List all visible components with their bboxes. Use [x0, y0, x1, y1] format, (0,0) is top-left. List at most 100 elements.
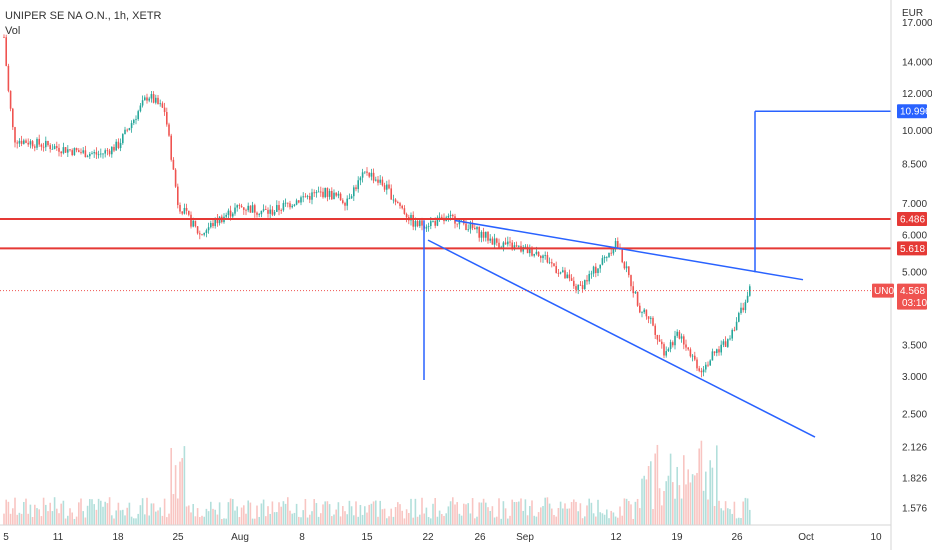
- candle-body: [667, 349, 670, 352]
- y-tick-label: 3.500: [902, 341, 927, 352]
- volume-bar: [553, 514, 555, 525]
- volume-bar: [36, 508, 38, 525]
- volume-bar: [676, 466, 678, 525]
- symbol-tag: [872, 283, 894, 298]
- candle-body: [630, 275, 632, 287]
- volume-bar: [119, 510, 122, 525]
- candle-body: [564, 270, 566, 279]
- candle-body: [271, 209, 274, 215]
- candle-body: [62, 147, 65, 154]
- candle-body: [240, 205, 243, 208]
- candle-body: [513, 245, 516, 250]
- candle-body: [5, 37, 7, 66]
- candle-body: [449, 214, 452, 216]
- volume-bar: [727, 508, 729, 525]
- volume-bar: [452, 497, 454, 525]
- candle-body: [401, 205, 403, 209]
- candle-body: [9, 90, 12, 109]
- volume-bar: [320, 513, 322, 525]
- candle-body: [597, 268, 599, 273]
- volume-bar: [581, 518, 584, 525]
- volume-bar: [388, 516, 390, 525]
- volume-bar: [603, 514, 606, 525]
- volume-bar: [441, 514, 443, 525]
- volume-bar: [720, 508, 722, 525]
- volume-bar: [416, 516, 419, 525]
- candle-body: [678, 331, 681, 339]
- candle-body: [502, 242, 505, 248]
- candle-body: [185, 207, 188, 211]
- volume-bar: [713, 505, 716, 525]
- volume-bar: [361, 514, 364, 525]
- candle-body: [293, 204, 296, 206]
- candle-body: [696, 359, 698, 369]
- volume-bar: [353, 515, 355, 525]
- candle-body: [106, 150, 109, 152]
- volume-bar: [414, 498, 417, 525]
- candle-body: [650, 317, 652, 319]
- volume-bar: [529, 506, 531, 525]
- candle-body: [82, 150, 84, 153]
- volume-bar: [504, 508, 507, 525]
- volume-bar: [159, 507, 161, 525]
- candle-body: [586, 280, 588, 282]
- candle-body: [421, 220, 423, 226]
- candle-body: [471, 223, 474, 228]
- candle-body: [430, 221, 432, 227]
- candle-body: [663, 344, 665, 356]
- candle-body: [507, 241, 509, 245]
- volume-bar: [366, 512, 368, 525]
- candle-body: [713, 351, 716, 354]
- volume-bar: [711, 467, 714, 525]
- volume-bar: [619, 506, 621, 525]
- candle-body: [168, 124, 170, 136]
- volume-bar: [722, 510, 725, 525]
- volume-bar: [344, 511, 346, 525]
- volume-bar: [535, 516, 538, 525]
- volume-bar: [513, 501, 516, 525]
- volume-bar: [474, 518, 476, 525]
- x-tick-label: 18: [112, 532, 124, 543]
- volume-bar: [141, 498, 144, 525]
- candle-body: [269, 209, 271, 214]
- x-tick-label: Aug: [231, 532, 249, 543]
- candle-body: [108, 150, 111, 155]
- candle-body: [152, 94, 155, 103]
- volume-bar: [207, 511, 210, 525]
- candle-body: [749, 286, 751, 296]
- candle-body: [309, 196, 311, 200]
- volume-bar: [280, 506, 282, 525]
- volume-bar: [368, 504, 370, 525]
- candle-body: [311, 192, 313, 200]
- candle-body: [628, 266, 630, 276]
- candle-body: [625, 266, 628, 269]
- candle-body: [647, 316, 650, 319]
- volume-bar: [73, 518, 76, 525]
- volume-bar: [454, 504, 456, 525]
- volume-bar: [298, 516, 300, 525]
- volume-bar: [7, 501, 10, 525]
- candle-body: [117, 141, 120, 149]
- volume-bar: [254, 518, 256, 525]
- candle-body: [243, 207, 245, 210]
- volume-bar: [128, 502, 131, 525]
- volume-bar: [95, 509, 98, 525]
- candle-body: [617, 241, 619, 249]
- x-tick-label: 10: [870, 532, 882, 543]
- candle-body: [641, 312, 643, 313]
- candle-body: [302, 196, 304, 198]
- y-tick-label: 10.000: [902, 126, 932, 137]
- candle-body: [711, 351, 714, 361]
- volume-bar: [588, 498, 590, 525]
- volume-bar: [456, 502, 458, 525]
- volume-bar: [104, 501, 106, 525]
- volume-bar: [355, 501, 357, 525]
- candle-body: [317, 191, 320, 193]
- volume-bar: [326, 501, 329, 525]
- volume-bar: [64, 518, 67, 525]
- candle-body: [493, 238, 496, 245]
- volume-bar: [232, 499, 234, 525]
- candle-body: [388, 184, 390, 189]
- candle-body: [515, 245, 518, 247]
